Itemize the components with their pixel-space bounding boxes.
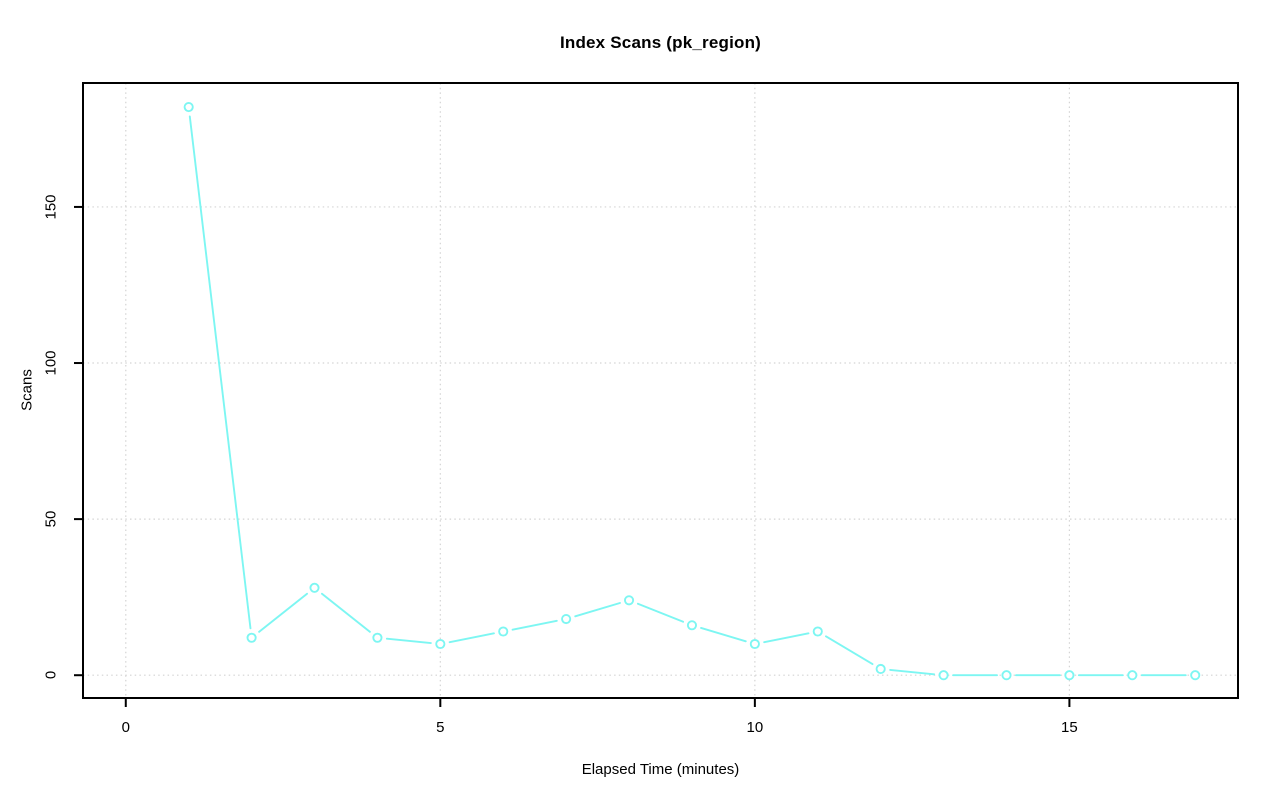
data-point-marker: [498, 626, 509, 637]
x-tick-label: 5: [436, 719, 445, 736]
data-point-marker: [875, 663, 886, 675]
data-point-marker: [812, 626, 823, 637]
x-axis-label: Elapsed Time (minutes): [581, 761, 740, 778]
data-point-marker: [1127, 670, 1138, 681]
y-tick-label: 150: [42, 194, 60, 220]
data-point-marker: [435, 638, 446, 650]
y-tick-label: 100: [42, 350, 60, 376]
data-point-marker: [183, 101, 194, 113]
data-point-marker: [686, 620, 698, 631]
series-line: [188, 115, 1187, 677]
data-point-marker: [1190, 670, 1201, 681]
data-point-marker: [938, 670, 949, 681]
grid-lines: [83, 83, 1238, 698]
data-point-marker: [372, 632, 383, 643]
plot-frame: [74, 82, 1239, 707]
data-points: [183, 101, 1201, 681]
data-point-marker: [246, 632, 257, 643]
data-point-marker: [749, 638, 760, 650]
chart-title: Index Scans (pk_region): [559, 33, 762, 52]
data-point-marker: [1064, 670, 1075, 681]
data-point-marker: [309, 582, 320, 593]
data-point-marker: [561, 613, 572, 625]
data-point-marker: [623, 595, 635, 606]
y-tick-label: 0: [42, 671, 60, 680]
data-point-marker: [1001, 670, 1012, 681]
y-tick-label: 50: [42, 510, 60, 528]
x-tick-label: 0: [121, 719, 130, 736]
x-tick-label: 10: [746, 719, 764, 736]
x-tick-label: 15: [1061, 719, 1078, 736]
y-axis-label: Scans: [18, 369, 36, 411]
